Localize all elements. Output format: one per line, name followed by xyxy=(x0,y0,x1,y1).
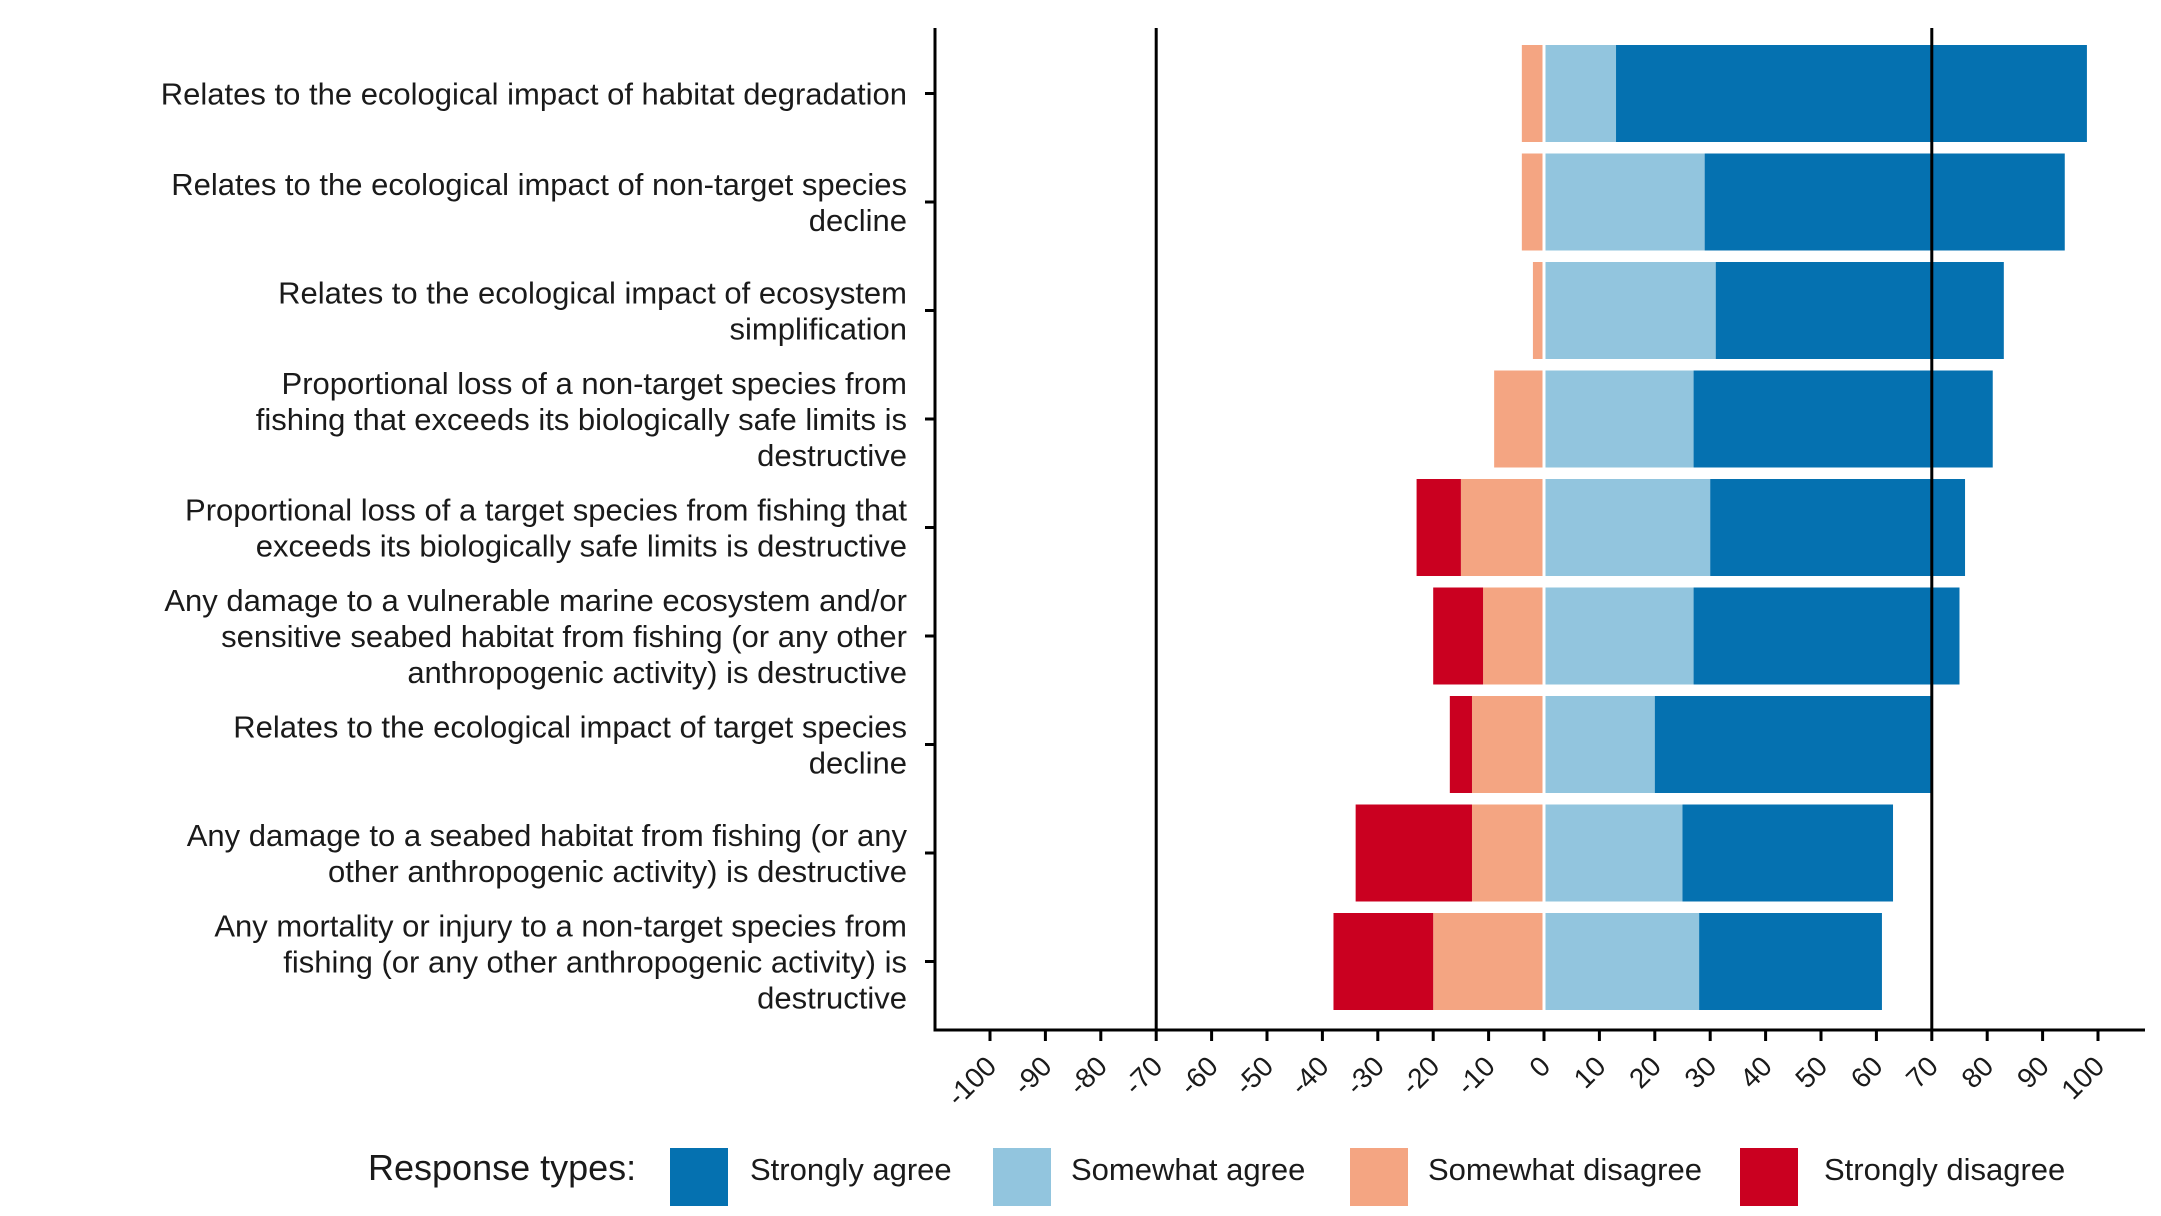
bar-strongly-agree-9 xyxy=(1699,913,1882,1010)
x-tick-label: 60 xyxy=(1845,1050,1889,1094)
legend-key-somewhat-disagree xyxy=(1350,1148,1408,1206)
legend-label: Strongly agree xyxy=(750,1152,952,1187)
category-label: simplification xyxy=(730,312,907,347)
category-label: destructive xyxy=(757,438,907,473)
x-axis-ticks: -100 -90 -80 -70 -60 -50 -40 -30 -20 -10 0 10 20 30 40… xyxy=(941,1030,2110,1112)
category-label: decline xyxy=(809,746,907,781)
x-tick-label: 80 xyxy=(1955,1050,1999,1094)
bar-zero-gap-5 xyxy=(1542,479,1546,576)
bar-strongly-agree-8 xyxy=(1682,804,1894,902)
bar-zero-gap-4 xyxy=(1542,370,1546,468)
category-label: Proportional loss of a target species fr… xyxy=(185,493,907,528)
bar-strongly-agree-7 xyxy=(1654,696,1932,793)
x-tick-label: -30 xyxy=(1340,1050,1391,1101)
axes-layer xyxy=(925,28,2145,1032)
x-tick-label: 10 xyxy=(1568,1050,1612,1094)
bar-somewhat-agree-8 xyxy=(1544,804,1683,902)
reference-lines xyxy=(1154,28,1934,1030)
bar-somewhat-disagree-9 xyxy=(1433,913,1544,1010)
x-tick-label: -60 xyxy=(1173,1050,1224,1101)
bar-somewhat-agree-6 xyxy=(1544,587,1694,685)
x-tick-label: 50 xyxy=(1789,1050,1833,1094)
bar-zero-gap-1 xyxy=(1542,45,1546,142)
category-label: Relates to the ecological impact of ecos… xyxy=(278,276,907,311)
bar-strongly-disagree-8 xyxy=(1355,804,1472,902)
bar-strongly-agree-4 xyxy=(1693,370,1993,468)
bar-zero-gap-9 xyxy=(1542,913,1546,1010)
category-label: Any damage to a seabed habitat from fish… xyxy=(187,818,908,853)
legend-key-somewhat-agree xyxy=(993,1148,1051,1206)
bar-zero-gap-6 xyxy=(1542,587,1546,685)
x-tick-label: 30 xyxy=(1678,1050,1722,1094)
x-tick-label: 90 xyxy=(2011,1050,2055,1094)
x-tick-label: 70 xyxy=(1900,1050,1944,1094)
bar-strongly-agree-5 xyxy=(1710,479,1966,576)
bar-somewhat-agree-9 xyxy=(1544,913,1700,1010)
x-tick-label: -40 xyxy=(1284,1050,1335,1101)
bar-zero-gap-3 xyxy=(1542,262,1546,359)
x-tick-label: 100 xyxy=(2055,1050,2110,1105)
x-tick-label: 40 xyxy=(1734,1050,1778,1094)
bar-somewhat-agree-5 xyxy=(1544,479,1711,576)
legend-key-strongly-agree xyxy=(670,1148,728,1206)
category-label: Proportional loss of a non-target specie… xyxy=(282,366,907,401)
legend-key-strongly-disagree xyxy=(1740,1148,1798,1206)
category-label: fishing that exceeds its biologically sa… xyxy=(256,402,907,437)
x-tick-label: 20 xyxy=(1623,1050,1667,1094)
bar-strongly-disagree-6 xyxy=(1433,587,1484,685)
legend-label: Somewhat disagree xyxy=(1428,1152,1702,1187)
bar-zero-gap-8 xyxy=(1542,804,1546,902)
category-label: Relates to the ecological impact of habi… xyxy=(161,77,907,112)
bar-zero-gap-2 xyxy=(1542,153,1546,251)
category-label: decline xyxy=(809,203,907,238)
x-tick-label: -90 xyxy=(1007,1050,1058,1101)
category-label: other anthropogenic activity) is destruc… xyxy=(328,854,907,889)
bars-layer xyxy=(1333,45,2087,1010)
legend-title: Response types: xyxy=(368,1147,636,1188)
x-tick-label: -20 xyxy=(1395,1050,1446,1101)
bar-somewhat-disagree-2 xyxy=(1521,153,1544,251)
x-tick-label: -80 xyxy=(1063,1050,1114,1101)
legend-label: Strongly disagree xyxy=(1824,1152,2065,1187)
x-tick-label: -50 xyxy=(1229,1050,1280,1101)
bar-strongly-agree-1 xyxy=(1616,45,2087,142)
bar-somewhat-disagree-1 xyxy=(1521,45,1544,142)
category-label: Any mortality or injury to a non-target … xyxy=(214,909,907,944)
bar-somewhat-agree-7 xyxy=(1544,696,1655,793)
bar-somewhat-disagree-5 xyxy=(1460,479,1544,576)
x-tick-label: 0 xyxy=(1523,1050,1556,1083)
bar-strongly-disagree-5 xyxy=(1416,479,1461,576)
bar-somewhat-disagree-6 xyxy=(1483,587,1544,685)
bar-strongly-agree-6 xyxy=(1693,587,1960,685)
category-label: anthropogenic activity) is destructive xyxy=(407,655,907,690)
bar-somewhat-disagree-4 xyxy=(1494,370,1544,468)
category-label: fishing (or any other anthropogenic acti… xyxy=(283,945,907,980)
x-tick-label: -10 xyxy=(1450,1050,1501,1101)
bar-strongly-disagree-9 xyxy=(1333,913,1434,1010)
category-label: destructive xyxy=(757,981,907,1016)
legend: Response types: Strongly agree Somewhat ag… xyxy=(368,1147,2065,1206)
bar-somewhat-disagree-8 xyxy=(1471,804,1544,902)
legend-label: Somewhat agree xyxy=(1071,1152,1305,1187)
bar-somewhat-agree-4 xyxy=(1544,370,1694,468)
category-label: exceeds its biologically safe limits is … xyxy=(256,529,907,564)
bar-strongly-disagree-7 xyxy=(1449,696,1472,793)
category-label: sensitive seabed habitat from fishing (o… xyxy=(221,619,907,654)
x-tick-label: -70 xyxy=(1118,1050,1169,1101)
bar-somewhat-agree-1 xyxy=(1544,45,1617,142)
category-label: Relates to the ecological impact of non-… xyxy=(171,167,907,202)
bar-somewhat-agree-3 xyxy=(1544,262,1716,359)
bar-strongly-agree-3 xyxy=(1715,262,2004,359)
bar-somewhat-agree-2 xyxy=(1544,153,1705,251)
bar-somewhat-disagree-7 xyxy=(1471,696,1544,793)
x-tick-label: -100 xyxy=(941,1050,1003,1112)
bar-zero-gap-7 xyxy=(1542,696,1546,793)
bar-strongly-agree-2 xyxy=(1704,153,2065,251)
bar-somewhat-disagree-3 xyxy=(1532,262,1544,359)
category-label: Any damage to a vulnerable marine ecosys… xyxy=(164,583,907,618)
category-label: Relates to the ecological impact of targ… xyxy=(233,710,907,745)
category-labels: Relates to the ecological impact of habi… xyxy=(161,77,908,1016)
